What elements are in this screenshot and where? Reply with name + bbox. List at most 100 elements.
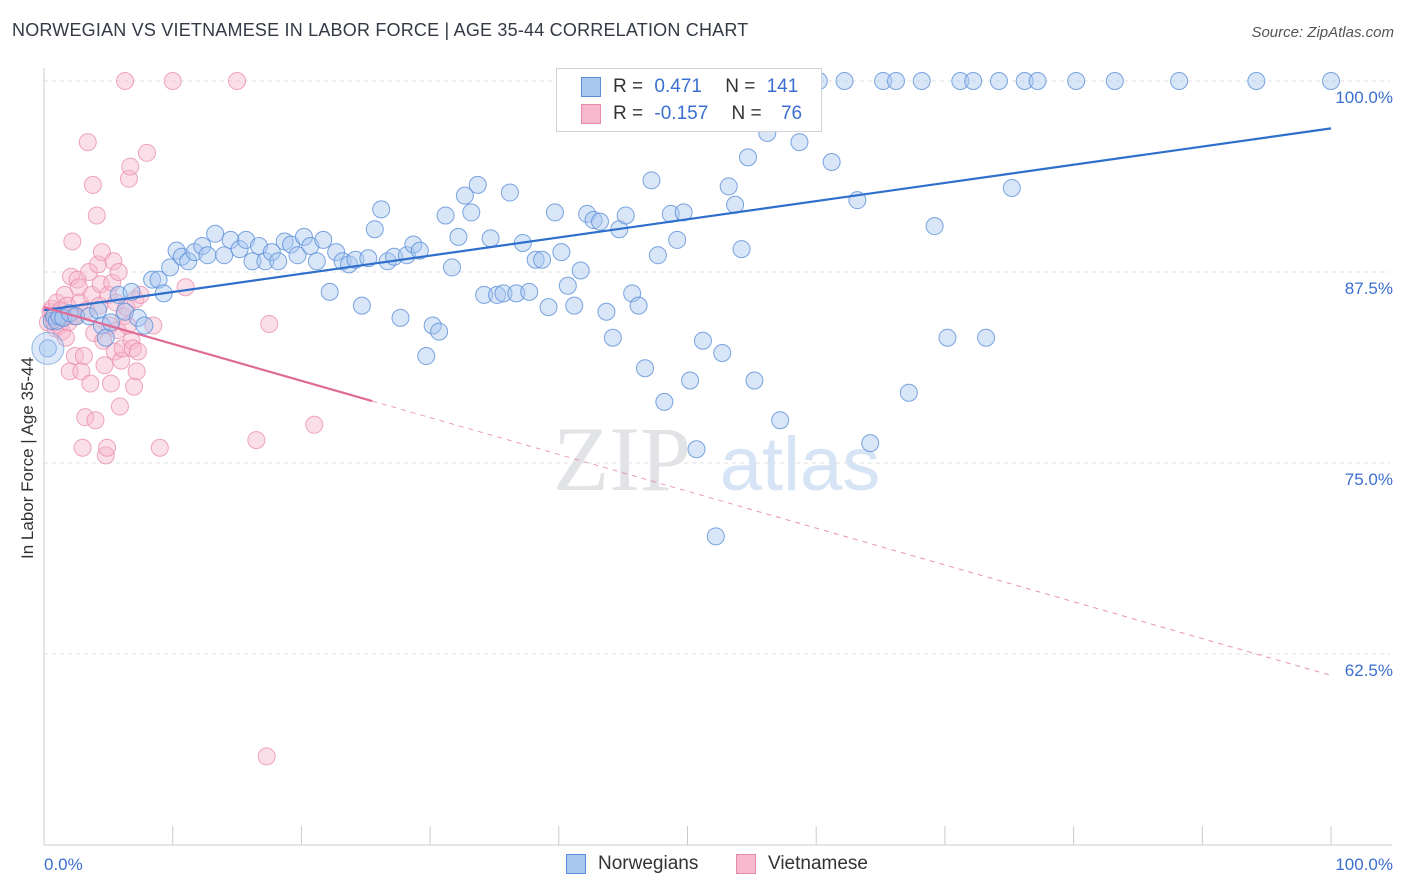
norwegian-point-130 — [989, 72, 1008, 90]
norwegian-point-112 — [771, 411, 790, 430]
norwegian-point-45 — [320, 282, 339, 301]
vietnamese-point-75 — [228, 72, 247, 90]
vietnamese-point-12 — [56, 328, 75, 347]
norwegian-point-56 — [391, 308, 410, 327]
grid-lines — [44, 80, 1390, 655]
norwegian-point-29 — [215, 246, 234, 265]
norwegian-point-70 — [481, 229, 500, 248]
vietnamese-point-34 — [85, 324, 104, 343]
norwegian-point-102 — [687, 440, 706, 459]
norwegian-point-49 — [346, 250, 365, 269]
norwegian-point-66 — [455, 186, 474, 205]
norwegian-point-79 — [539, 298, 558, 317]
y-tick-label-2: 75.0% — [1345, 470, 1393, 489]
vietnamese-point-54 — [110, 397, 129, 416]
chart-title: NORWEGIAN VS VIETNAMESE IN LABOR FORCE |… — [12, 20, 749, 40]
vietnamese-point-37 — [89, 255, 108, 274]
vietnamese-point-56 — [113, 339, 132, 358]
norwegian-point-83 — [565, 296, 584, 315]
norwegian-point-68 — [468, 175, 487, 194]
norwegian-point-97 — [655, 392, 674, 411]
norwegian-point-21 — [161, 258, 180, 277]
norwegian-point-135 — [1105, 72, 1124, 90]
norwegian-point-33 — [243, 252, 262, 271]
norwegian-point-11 — [96, 328, 115, 347]
watermark: ZIP atlas — [553, 408, 880, 510]
norwegian-point-72 — [494, 284, 513, 303]
norwegian-point-129 — [977, 328, 996, 347]
norwegian-point-104 — [706, 527, 725, 546]
norwegian-point-127 — [951, 72, 970, 90]
vietnamese-point-41 — [94, 331, 113, 350]
norwegian-point-137 — [1247, 72, 1266, 90]
vietnamese-point-25 — [73, 438, 92, 457]
y-tick-label-3: 62.5% — [1345, 661, 1393, 680]
vietnamese-point-31 — [81, 374, 100, 393]
norwegian-point-96 — [648, 246, 667, 265]
norwegian-point-52 — [365, 220, 384, 239]
legend-n-label-2: N = — [731, 103, 762, 124]
vietnamese-point-27 — [76, 408, 95, 427]
vietnamese-point-79 — [257, 747, 276, 766]
vietnamese-point-62 — [121, 157, 140, 176]
norwegian-point-117 — [822, 152, 841, 171]
norwegian-point-74 — [507, 284, 526, 303]
norwegian-point-41 — [294, 227, 313, 246]
norwegian-point-large — [31, 331, 65, 365]
norwegian-point-69 — [475, 285, 494, 304]
source-label: Source: ZipAtlas.com — [1251, 24, 1394, 41]
vietnamese-point-76 — [247, 431, 266, 450]
norwegian-point-43 — [307, 252, 326, 271]
vietnamese-point-11 — [55, 285, 74, 304]
norwegian-point-26 — [193, 237, 212, 256]
norwegian-point-128 — [964, 72, 983, 90]
norwegian-point-109 — [738, 148, 757, 167]
norwegian-point-120 — [861, 434, 880, 453]
norwegian-point-121 — [874, 72, 893, 90]
norwegian-point-53 — [372, 200, 391, 219]
vietnamese-trend-line-solid — [43, 306, 373, 403]
norwegian-point-122 — [886, 72, 905, 90]
vietnamese-point-67 — [127, 362, 146, 381]
norwegian-point-22 — [167, 241, 186, 260]
bottom-label-norwegians: Norwegians — [598, 853, 699, 874]
norwegian-point-91 — [616, 206, 635, 225]
vietnamese-point-17 — [63, 232, 82, 251]
vietnamese-point-44 — [98, 438, 117, 457]
norwegian-point-40 — [288, 246, 307, 265]
norwegian-point-124 — [912, 72, 931, 90]
norwegian-point-123 — [899, 383, 918, 402]
y-tick-label-0: 100.0% — [1335, 88, 1393, 107]
norwegian-point-125 — [925, 217, 944, 236]
vietnamese-point-36 — [87, 206, 106, 225]
norwegian-point-67 — [462, 203, 481, 222]
norwegian-point-105 — [713, 343, 732, 362]
norwegian-point-76 — [520, 282, 539, 301]
norwegian-point-37 — [269, 252, 288, 271]
norwegian-point-71 — [488, 285, 507, 304]
bottom-swatch-vietnamese — [736, 854, 756, 874]
legend-r-vietnamese: -0.157 — [654, 103, 709, 124]
bottom-label-vietnamese: Vietnamese — [768, 853, 868, 874]
vietnamese-point-30 — [80, 263, 99, 281]
norwegian-point-95 — [642, 171, 661, 190]
vietnamese-point-19 — [65, 347, 84, 366]
norwegian-point-62 — [430, 322, 449, 341]
norwegian-point-31 — [230, 240, 249, 259]
norwegian-point-134 — [1067, 72, 1086, 90]
y-axis-label: In Labor Force | Age 35-44 — [18, 357, 37, 559]
norwegian-point-103 — [693, 331, 712, 350]
legend-swatch-norwegians — [581, 77, 601, 97]
norwegian-trend-line — [43, 127, 1332, 312]
vietnamese-point-43 — [96, 446, 115, 465]
norwegian-point-51 — [359, 249, 378, 268]
tick-labels: 100.0% 87.5% 75.0% 62.5% 0.0% 100.0% — [44, 88, 1393, 874]
vietnamese-point-58 — [116, 72, 135, 90]
vietnamese-point-78 — [260, 314, 279, 333]
norwegian-point-84 — [571, 261, 590, 280]
bottom-swatch-norwegians — [566, 854, 586, 874]
vietnamese-point-71 — [144, 316, 163, 335]
norwegian-point-60 — [417, 347, 436, 366]
stats-legend: R = 0.471 N = 141 R = -0.157 N = 76 — [556, 68, 822, 132]
